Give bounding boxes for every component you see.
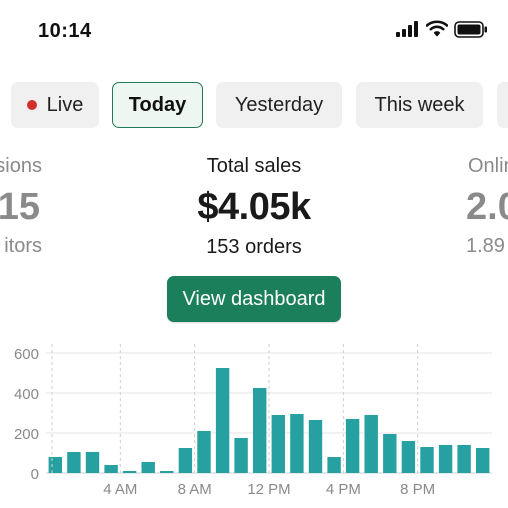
chart-bar xyxy=(420,447,434,473)
y-tick-label: 600 xyxy=(14,346,39,363)
x-tick-label: 8 PM xyxy=(400,481,435,498)
metric-label: sions xyxy=(0,155,42,177)
chart-bar xyxy=(67,452,81,473)
sales-bar-chart: 600 400 200 0 4 AM 8 AM 12 PM 4 PM 8 PM xyxy=(14,344,492,498)
chart-bar xyxy=(160,471,174,473)
x-tick-label: 8 AM xyxy=(178,481,212,498)
status-bar: 10:14 xyxy=(0,0,508,60)
metric-value: 15 xyxy=(0,186,40,228)
filter-chip-label: This week xyxy=(374,93,465,116)
metric-card-total-sales[interactable]: Total sales $4.05k 153 orders xyxy=(104,150,404,262)
filter-chip-live[interactable]: Live xyxy=(11,82,99,128)
cellular-signal-icon xyxy=(396,21,420,42)
chart-bar xyxy=(48,457,62,473)
chart-bar xyxy=(122,471,137,473)
status-time: 10:14 xyxy=(38,20,92,42)
metric-value: $4.05k xyxy=(197,186,311,228)
sales-chart: 600 400 200 0 4 AM 8 AM 12 PM 4 PM 8 PM xyxy=(0,336,508,508)
battery-icon xyxy=(454,21,488,43)
filter-chip-next[interactable] xyxy=(497,82,508,128)
chart-bar xyxy=(215,368,230,473)
chart-bar xyxy=(345,419,360,473)
chart-bar xyxy=(141,462,155,473)
x-tick-label: 4 PM xyxy=(326,481,361,498)
filter-chip-yesterday[interactable]: Yesterday xyxy=(216,82,342,128)
chart-bar xyxy=(85,452,100,473)
chart-bar xyxy=(327,457,341,473)
metric-subtext: itors xyxy=(4,235,42,257)
chart-bar xyxy=(104,465,118,473)
metric-subtext: 153 orders xyxy=(206,236,302,258)
filter-chip-label: Yesterday xyxy=(234,93,324,116)
y-tick-label: 0 xyxy=(31,466,39,483)
chart-bar xyxy=(401,441,416,473)
metric-label: Total sales xyxy=(206,155,302,177)
chart-bar xyxy=(290,414,304,473)
chart-bar xyxy=(271,415,285,473)
wifi-icon xyxy=(425,20,449,42)
filter-chip-label: Today xyxy=(128,93,187,116)
filter-chip-label: Live xyxy=(46,93,84,116)
chart-bar xyxy=(364,415,378,473)
view-dashboard-button[interactable]: View dashboard xyxy=(167,276,341,322)
chart-bar xyxy=(383,434,397,473)
metric-label: Onlin xyxy=(468,155,508,177)
metric-value: 2.0 xyxy=(466,186,508,228)
chart-bar xyxy=(457,445,471,473)
chart-bar xyxy=(476,448,490,473)
metric-subtext: 1.89 xyxy=(466,235,505,257)
filter-chip-this-week[interactable]: This week xyxy=(356,82,483,128)
x-tick-label: 4 AM xyxy=(103,481,137,498)
y-tick-label: 200 xyxy=(14,426,39,443)
live-dot-icon xyxy=(26,100,37,110)
x-tick-label: 12 PM xyxy=(247,481,290,498)
chart-bar xyxy=(234,438,248,473)
y-tick-label: 400 xyxy=(14,386,39,403)
date-filter-chips: Live Today Yesterday This week xyxy=(0,82,508,130)
status-icons xyxy=(396,20,488,43)
chart-bar xyxy=(178,448,193,473)
chart-bar xyxy=(197,431,211,473)
chart-bar xyxy=(253,388,267,473)
chart-bar xyxy=(308,420,323,473)
filter-chip-today[interactable]: Today xyxy=(112,82,203,128)
chart-bar xyxy=(438,445,453,473)
